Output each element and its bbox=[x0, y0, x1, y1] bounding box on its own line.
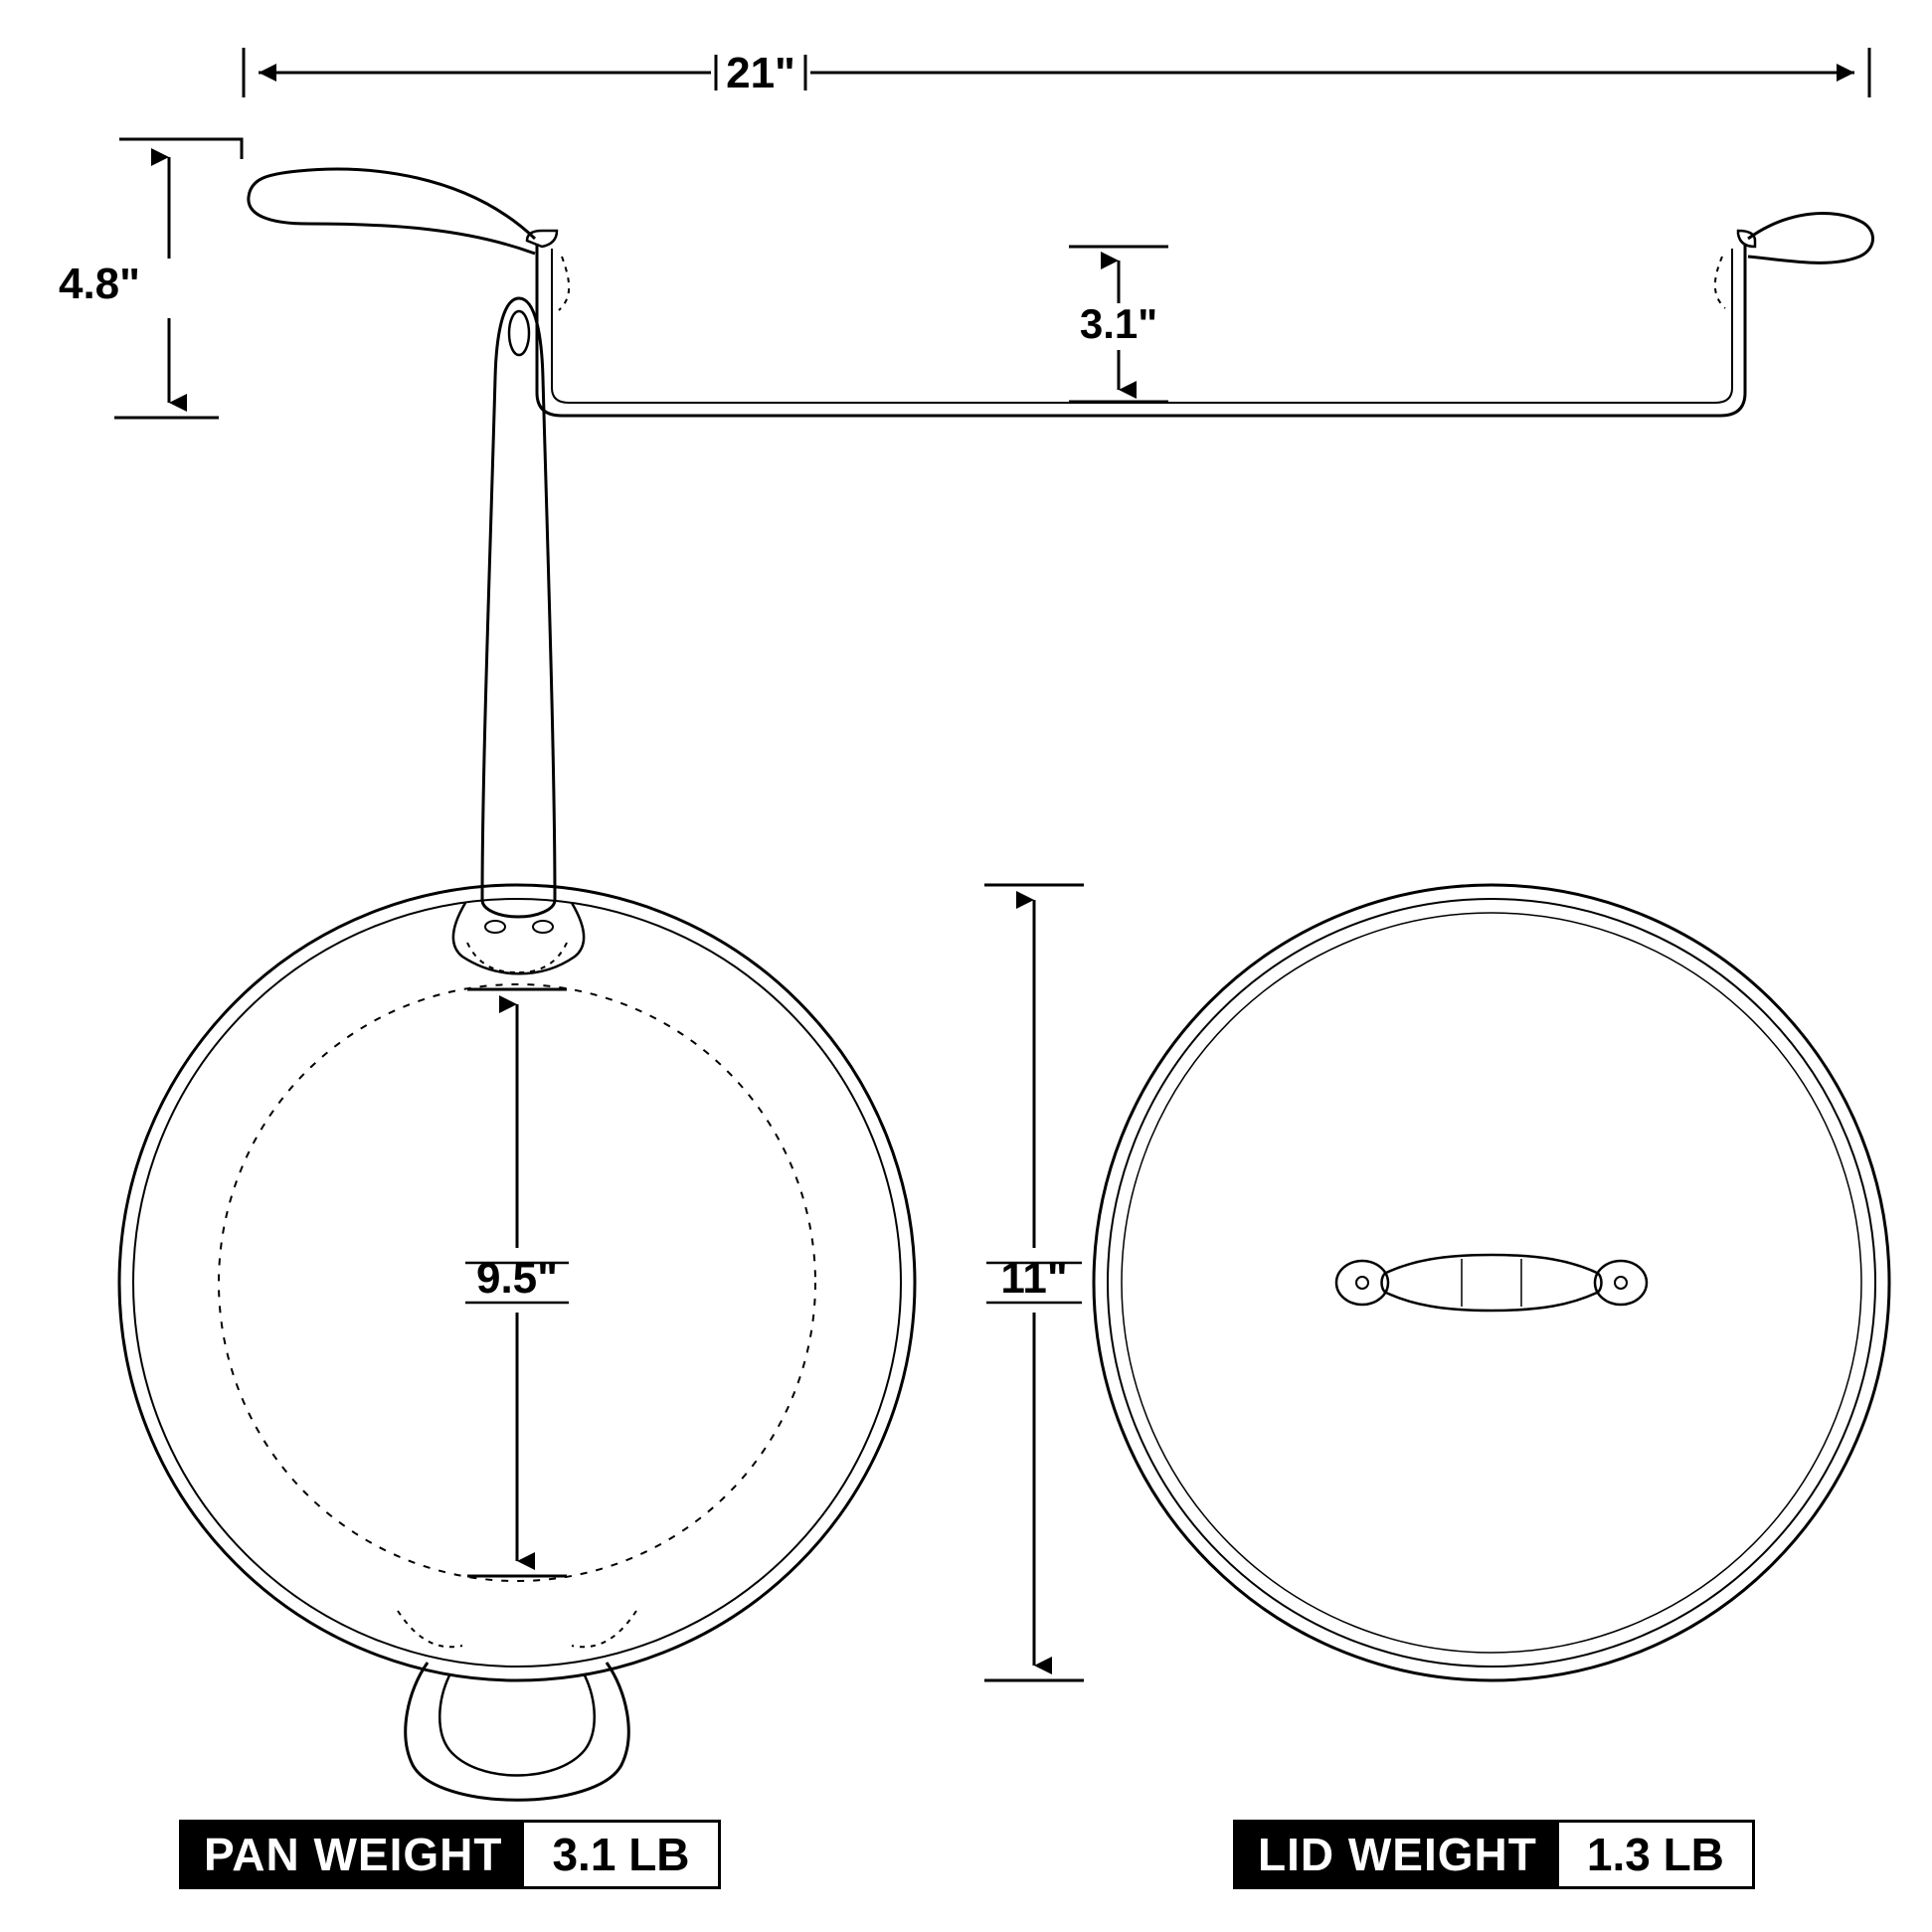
pan-weight-box: PAN WEIGHT 3.1 LB bbox=[179, 1820, 721, 1889]
lid-weight-box: LID WEIGHT 1.3 LB bbox=[1233, 1820, 1755, 1889]
diagram-stage: 21" 4.8" 3.1" bbox=[0, 0, 1932, 1932]
dim-overall-length-label: 21" bbox=[726, 49, 795, 97]
dim-cooking-diameter: 9.5" bbox=[465, 989, 569, 1576]
dim-cooking-diameter-label: 9.5" bbox=[476, 1254, 558, 1303]
pan-side-view bbox=[249, 169, 1873, 416]
diagram-svg: 21" 4.8" 3.1" bbox=[0, 0, 1932, 1932]
lid-top-view bbox=[1094, 885, 1889, 1680]
dim-lid-diameter: 11" bbox=[984, 885, 1084, 1680]
dim-interior-depth-label: 3.1" bbox=[1080, 300, 1157, 347]
lid-handle bbox=[1336, 1255, 1647, 1311]
dim-pan-height: 4.8" bbox=[59, 139, 242, 418]
pan-weight-value: 3.1 LB bbox=[524, 1823, 717, 1886]
lid-weight-value: 1.3 LB bbox=[1559, 1823, 1752, 1886]
dim-overall-length: 21" bbox=[244, 48, 1869, 97]
dim-interior-depth: 3.1" bbox=[1069, 247, 1168, 402]
dim-pan-height-label: 4.8" bbox=[59, 260, 140, 308]
lid-weight-label: LID WEIGHT bbox=[1236, 1823, 1559, 1886]
dim-lid-diameter-label: 11" bbox=[1000, 1254, 1067, 1303]
pan-weight-label: PAN WEIGHT bbox=[182, 1823, 524, 1886]
